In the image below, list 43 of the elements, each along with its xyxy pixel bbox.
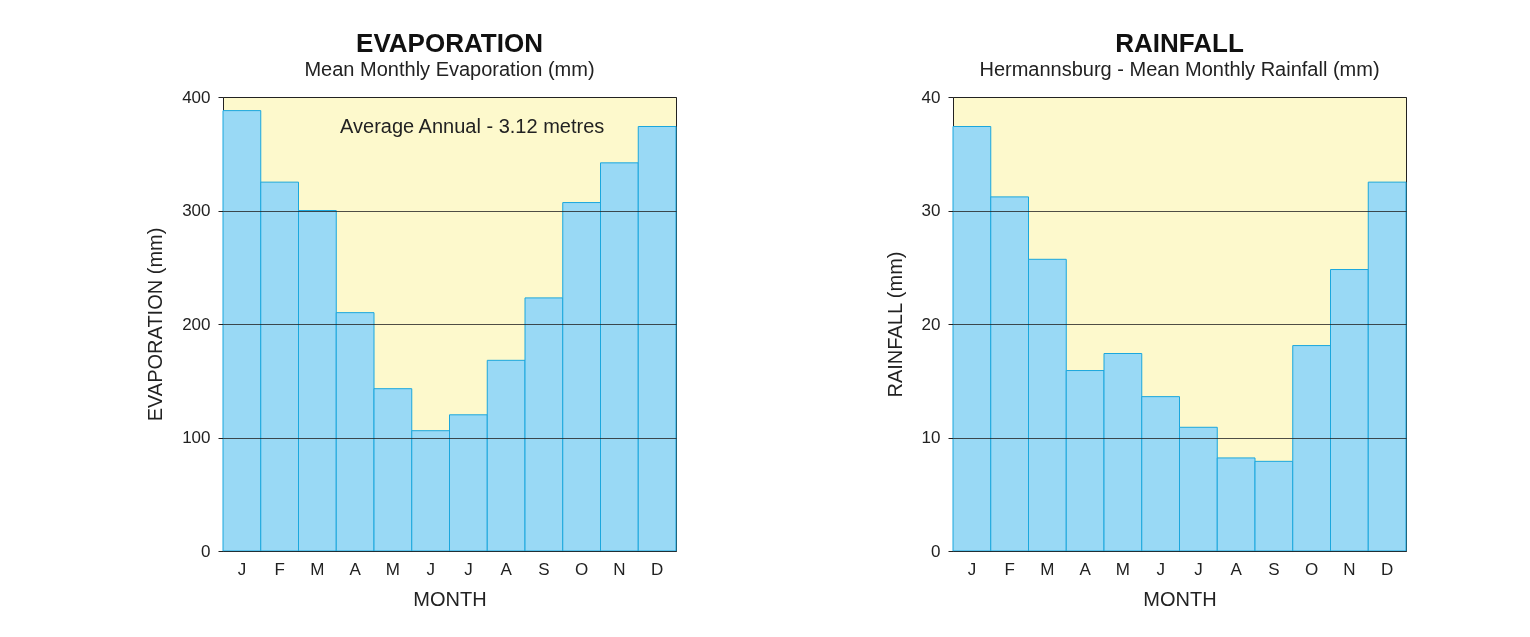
y-axis-title: RAINFALL (mm) — [883, 251, 906, 398]
y-tick-label: 400 — [182, 87, 211, 107]
x-axis-title: MONTH — [413, 587, 487, 610]
x-tick-label: J — [237, 559, 247, 579]
y-tick-label: 20 — [921, 314, 941, 334]
y-tick-label: 0 — [931, 541, 941, 561]
x-tick-label: D — [650, 559, 664, 579]
chart-subtitle: Mean Monthly Evaporation (mm) — [304, 58, 595, 80]
x-tick-label: A — [1230, 559, 1243, 579]
x-tick-label: N — [613, 559, 626, 579]
y-tick-label: 0 — [201, 541, 211, 561]
y-tick-label: 300 — [182, 201, 211, 220]
x-tick-label: F — [274, 559, 285, 579]
x-tick-label: S — [1268, 559, 1280, 579]
x-tick-label: D — [1380, 559, 1394, 579]
x-tick-label: A — [1079, 559, 1092, 579]
chart-title: RAINFALL — [1115, 28, 1244, 58]
x-tick-label: J — [1194, 559, 1203, 579]
x-axis-title: MONTH — [1143, 587, 1217, 610]
y-tick-label: 100 — [182, 428, 211, 447]
x-tick-label: J — [967, 559, 977, 579]
x-tick-label: O — [1305, 559, 1319, 579]
annotation: Average Annual - 3.12 metres — [340, 115, 605, 137]
chart-subtitle: Hermannsburg - Mean Monthly Rainfall (mm) — [979, 58, 1380, 80]
x-tick-label: M — [1115, 559, 1130, 579]
x-tick-label: J — [426, 559, 435, 579]
x-tick-label: S — [538, 559, 550, 579]
x-tick-label: M — [385, 559, 400, 579]
x-tick-label: M — [1040, 559, 1055, 579]
y-tick-label: 200 — [182, 314, 211, 334]
y-tick-label: 30 — [921, 201, 941, 220]
x-tick-label: F — [1004, 559, 1015, 579]
x-tick-label: A — [500, 559, 513, 579]
chart-title: EVAPORATION — [356, 28, 543, 58]
y-tick-label: 10 — [921, 428, 941, 447]
x-tick-label: N — [1343, 559, 1356, 579]
x-tick-label: J — [1156, 559, 1165, 579]
x-tick-label: O — [575, 559, 589, 579]
x-tick-label: J — [464, 559, 473, 579]
y-tick-label: 40 — [921, 87, 941, 107]
x-tick-label: M — [310, 559, 325, 579]
x-tick-label: A — [349, 559, 362, 579]
y-axis-title: EVAPORATION (mm) — [144, 227, 167, 422]
